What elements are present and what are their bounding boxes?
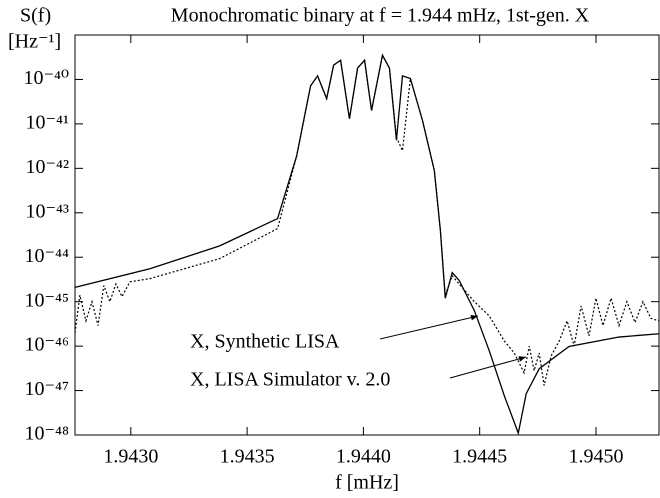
y-tick-label: 10⁻⁴²: [25, 156, 69, 178]
y-tick-label: 10⁻⁴⁷: [24, 378, 69, 400]
series-line: [74, 53, 660, 436]
label-arrow: [379, 314, 479, 340]
y-tick-label: 10⁻⁴⁸: [24, 423, 69, 445]
plot-frame: [74, 34, 660, 436]
y-tick-label: 10⁻⁴¹: [25, 111, 69, 133]
x-tick-label: 1.9450: [568, 446, 623, 468]
label-arrow: [449, 356, 527, 379]
x-axis-label: f [mHz]: [335, 472, 399, 494]
y-tick-label: 10⁻⁴⁵: [24, 289, 69, 311]
y-axis-unit: [Hz⁻¹]: [8, 31, 61, 53]
series-label: X, Synthetic LISA: [190, 331, 340, 353]
y-tick-label: 10⁻⁴⁶: [24, 334, 69, 356]
y-tick-label: 10⁻⁴⁰: [23, 67, 69, 89]
x-tick-label: 1.9435: [220, 446, 275, 468]
chart-title: Monochromatic binary at f = 1.944 mHz, 1…: [171, 5, 590, 27]
x-tick-label: 1.9445: [452, 446, 507, 468]
y-tick-label: 10⁻⁴⁴: [24, 245, 69, 267]
series-line: [74, 53, 660, 386]
x-tick-label: 1.9430: [103, 446, 158, 468]
y-axis-label: S(f): [20, 5, 51, 27]
x-tick-label: 1.9440: [336, 446, 391, 468]
series-label: X, LISA Simulator v. 2.0: [190, 369, 390, 391]
y-tick-label: 10⁻⁴³: [25, 200, 69, 222]
